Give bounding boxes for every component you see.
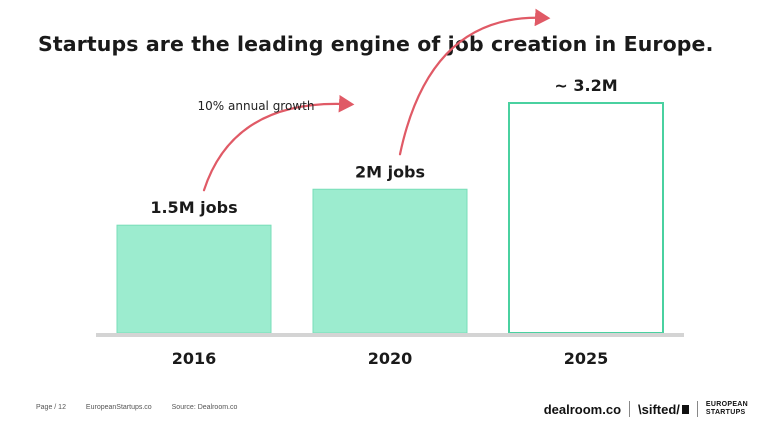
logo-divider bbox=[629, 401, 631, 417]
x-axis-baseline bbox=[96, 333, 684, 337]
data-label-2016: 1.5M jobs bbox=[150, 198, 237, 217]
bar-2016 bbox=[116, 224, 272, 334]
european-startups-logo-line2: STARTUPS bbox=[705, 409, 746, 416]
data-label-2025: ~ 3.2M bbox=[554, 76, 617, 95]
data-label-2020: 2M jobs bbox=[355, 162, 425, 181]
bar-2020 bbox=[312, 188, 468, 334]
x-tick-2016: 2016 bbox=[172, 349, 217, 368]
dealroom-logo: dealroom.co bbox=[543, 401, 622, 417]
x-tick-2020: 2020 bbox=[368, 349, 413, 368]
footer-source: Source: Dealroom.co bbox=[171, 404, 238, 411]
logo-divider bbox=[696, 401, 698, 417]
growth-arrow bbox=[398, 8, 551, 156]
slide-title: Startups are the leading engine of job c… bbox=[38, 32, 714, 56]
sifted-logo: \sifted/ bbox=[638, 402, 689, 417]
bar-2025 bbox=[508, 102, 664, 334]
partner-logos: dealroom.co \sifted/ EUROPEAN STARTUPS bbox=[544, 396, 748, 422]
sifted-logo-text: \sifted/ bbox=[638, 401, 680, 417]
footer-site: EuropeanStartups.co bbox=[85, 404, 152, 411]
x-tick-2025: 2025 bbox=[564, 349, 609, 368]
footer-meta: Page / 12 EuropeanStartups.co Source: De… bbox=[36, 404, 255, 411]
european-startups-logo: EUROPEAN STARTUPS bbox=[706, 401, 748, 417]
sifted-logo-mark bbox=[681, 404, 689, 414]
growth-annotation: 10% annual growth bbox=[198, 99, 315, 113]
page-number: Page / 12 bbox=[36, 404, 66, 411]
growth-arrow bbox=[202, 94, 355, 192]
european-startups-logo-line1: EUROPEAN bbox=[705, 401, 748, 408]
